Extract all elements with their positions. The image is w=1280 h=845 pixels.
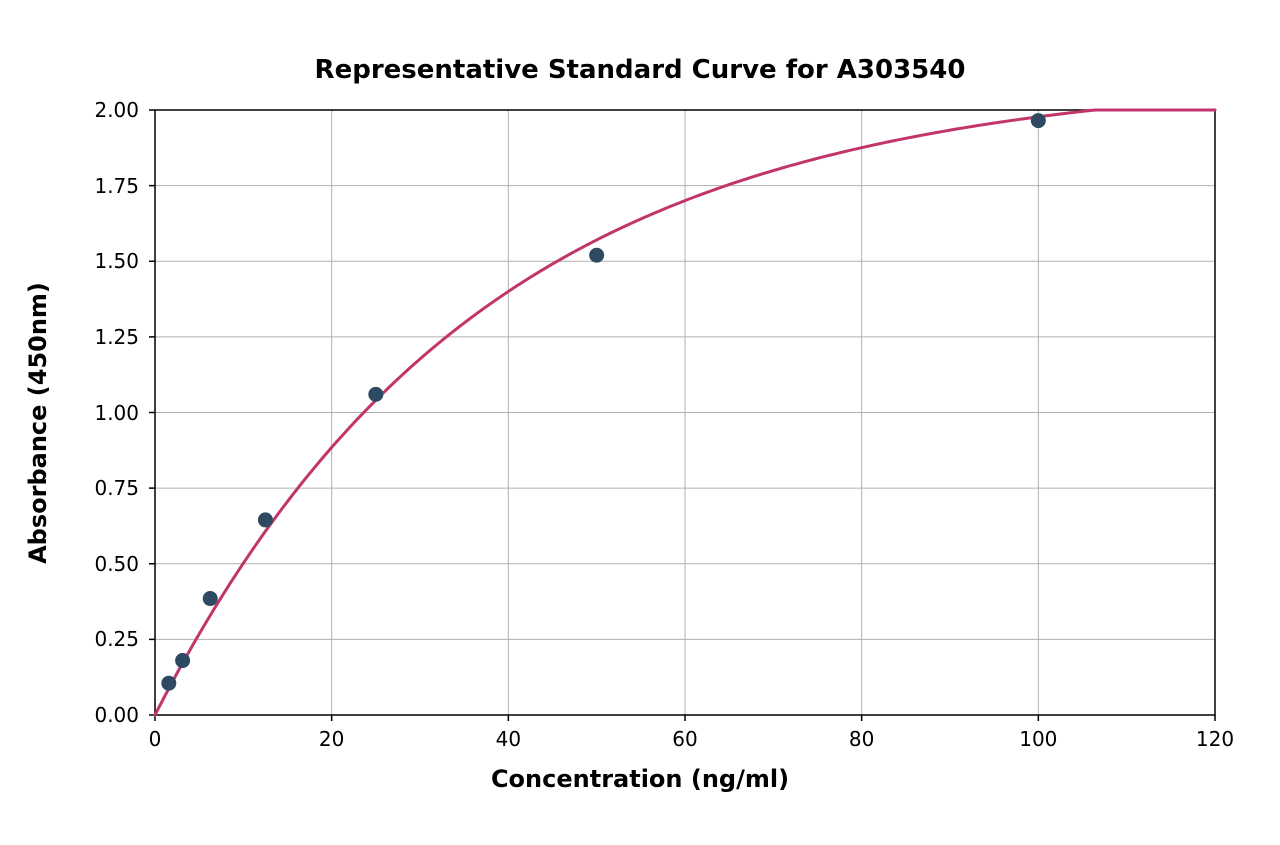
x-tick-label: 80 — [849, 727, 874, 751]
data-point-marker — [203, 592, 217, 606]
chart-title: Representative Standard Curve for A30354… — [0, 55, 1280, 85]
y-tick-label: 0.50 — [84, 552, 139, 576]
data-point-marker — [258, 513, 272, 527]
data-point-marker — [369, 387, 383, 401]
y-tick-label: 1.00 — [84, 401, 139, 425]
data-point-marker — [1031, 114, 1045, 128]
x-tick-label: 0 — [149, 727, 162, 751]
data-point-marker — [176, 654, 190, 668]
x-tick-label: 60 — [672, 727, 697, 751]
y-tick-label: 0.25 — [84, 627, 139, 651]
plot-area — [155, 110, 1215, 715]
y-tick-label: 0.75 — [84, 476, 139, 500]
x-tick-label: 100 — [1019, 727, 1057, 751]
y-tick-label: 1.50 — [84, 249, 139, 273]
x-tick-label: 40 — [496, 727, 521, 751]
x-axis-label: Concentration (ng/ml) — [0, 765, 1280, 793]
y-tick-label: 1.75 — [84, 174, 139, 198]
chart-container: Representative Standard Curve for A30354… — [0, 0, 1280, 845]
y-tick-label: 2.00 — [84, 98, 139, 122]
data-point-marker — [162, 676, 176, 690]
x-tick-label: 20 — [319, 727, 344, 751]
data-point-marker — [590, 248, 604, 262]
y-tick-label: 0.00 — [84, 703, 139, 727]
x-tick-label: 120 — [1196, 727, 1234, 751]
y-axis-label: Absorbance (450nm) — [24, 282, 52, 564]
y-tick-label: 1.25 — [84, 325, 139, 349]
plot-svg — [155, 110, 1215, 715]
